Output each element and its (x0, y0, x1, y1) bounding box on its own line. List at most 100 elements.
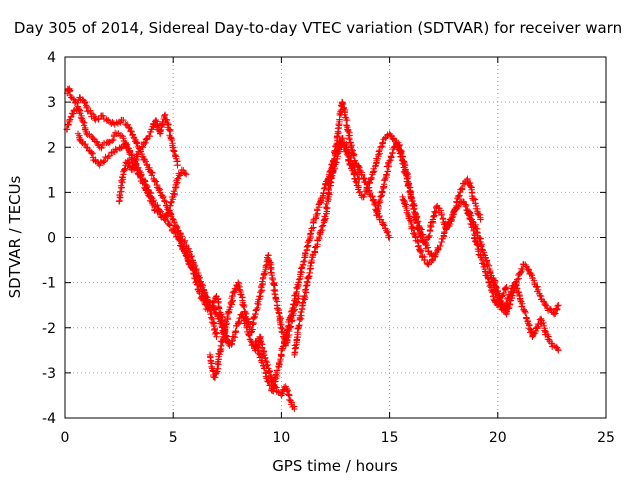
data-point (161, 112, 168, 119)
data-point (147, 193, 155, 201)
data-point (121, 165, 129, 172)
data-point (361, 190, 369, 198)
data-point (218, 313, 225, 320)
data-point (417, 248, 425, 256)
data-point (76, 108, 83, 116)
data-point (89, 135, 97, 142)
plot-frame (64, 56, 607, 419)
data-point (350, 152, 357, 160)
data-point (191, 274, 199, 282)
data-point (334, 125, 342, 132)
data-point (103, 117, 111, 124)
data-point (280, 343, 287, 350)
data-point (377, 144, 385, 151)
data-point (278, 328, 285, 335)
data-point (273, 367, 281, 374)
data-point (182, 171, 190, 178)
data-point (369, 197, 377, 204)
data-point (119, 174, 126, 181)
data-point (455, 202, 463, 210)
data-point (410, 225, 418, 232)
data-point (122, 140, 129, 147)
y-tick-label: -4 (42, 411, 56, 427)
series-track-f (206, 251, 302, 381)
data-point (261, 365, 268, 372)
data-point (524, 265, 532, 273)
data-point (259, 357, 266, 364)
data-point (167, 199, 175, 207)
data-point (75, 105, 82, 113)
data-point (170, 216, 177, 223)
data-point (125, 124, 132, 131)
data-point (262, 262, 270, 269)
data-point (174, 162, 181, 169)
data-point (505, 305, 513, 312)
y-tick-label: 3 (47, 95, 56, 111)
data-point (299, 299, 307, 306)
data-point (536, 316, 544, 323)
data-point (99, 112, 107, 119)
data-point (79, 139, 86, 147)
data-point (295, 276, 303, 283)
data-point (171, 219, 178, 226)
data-point (110, 136, 117, 144)
axis-ticks (64, 56, 607, 419)
series-track-c (74, 130, 190, 223)
data-point (207, 359, 215, 367)
y-tick-label: 0 (47, 231, 56, 247)
data-point (387, 131, 394, 139)
data-point (148, 172, 155, 179)
data-point (270, 281, 278, 288)
data-point (119, 173, 126, 181)
data-point (167, 127, 174, 135)
data-point (193, 278, 200, 285)
data-point (146, 164, 153, 172)
chart-title: Day 305 of 2014, Sidereal Day-to-day VTE… (14, 19, 622, 37)
data-point (125, 159, 133, 166)
data-point (376, 147, 383, 154)
data-point (344, 128, 352, 135)
data-point (500, 289, 507, 297)
data-point (414, 243, 422, 250)
x-tick-label: 10 (272, 430, 290, 446)
data-point (343, 150, 351, 158)
data-point (510, 287, 517, 294)
data-point (152, 178, 160, 185)
data-point (120, 116, 127, 124)
data-point (271, 291, 279, 298)
data-point (235, 318, 242, 325)
x-tick-labels: 0 5 10 15 20 25 (61, 430, 615, 446)
data-point (415, 242, 422, 249)
data-point (369, 168, 377, 175)
data-point (134, 151, 142, 158)
x-axis-label: GPS time / hours (272, 457, 398, 475)
data-point (324, 204, 331, 212)
data-point (458, 185, 466, 192)
data-point (554, 345, 562, 353)
data-point (552, 310, 559, 317)
x-tick-label: 0 (61, 430, 70, 446)
data-point (213, 333, 220, 340)
data-point (344, 152, 352, 159)
x-tick-label: 25 (597, 430, 615, 446)
data-point (126, 125, 133, 132)
data-point (389, 150, 396, 157)
data-point (514, 276, 521, 283)
data-point (302, 282, 310, 290)
data-point (283, 327, 291, 334)
data-point (555, 347, 562, 354)
data-point (410, 206, 417, 213)
data-point (267, 269, 275, 276)
data-point (456, 192, 463, 199)
data-point (101, 158, 108, 165)
data-point (376, 196, 384, 204)
data-point (127, 127, 135, 135)
data-point (212, 329, 220, 336)
data-point (498, 300, 505, 307)
data-point (360, 175, 367, 183)
data-point (454, 203, 462, 211)
data-point (401, 199, 408, 207)
data-point (477, 216, 484, 223)
data-point (105, 139, 112, 146)
data-point (165, 220, 173, 228)
